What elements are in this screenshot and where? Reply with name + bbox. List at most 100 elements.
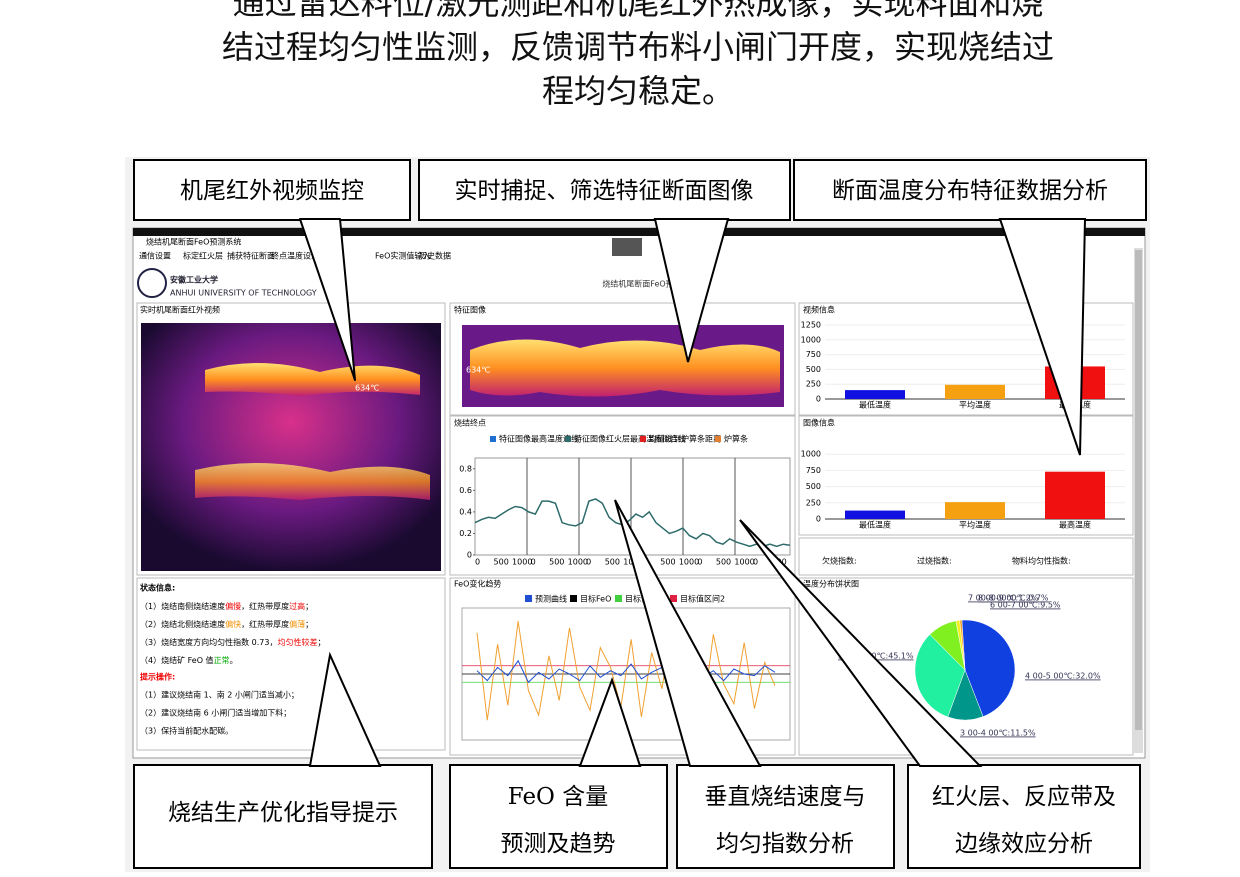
status-segment: 均匀性较差 (277, 637, 317, 647)
callout-pointer (578, 676, 642, 767)
temp-label: 634℃ (355, 384, 379, 393)
panel-title: 烧结终点 (454, 418, 486, 428)
panel-title: FeO变化趋势 (454, 579, 501, 589)
legend-swatch (640, 436, 646, 442)
x-tick-label: 最低温度 (859, 520, 891, 530)
bar (845, 510, 905, 519)
status-segment: 偏快 (225, 619, 241, 629)
x-tick-label: 0 (586, 558, 591, 567)
pie-slice (961, 619, 1016, 717)
pie-slice (914, 634, 966, 718)
callout-text: 烧结生产优化指导提示 (168, 800, 398, 826)
index-label: 过烧指数: (917, 556, 952, 566)
y-tick-label: 0 (467, 551, 472, 560)
status-segment: 。 (230, 656, 238, 665)
callout-box (449, 764, 668, 869)
x-tick-label: 0 (475, 558, 480, 567)
legend-label: 特征图像红火层最高温度拟合线 (574, 434, 686, 444)
pie-slice (959, 619, 966, 671)
status-line: （2）烧结北侧烧结速度偏快，红热带厚度偏薄； (140, 619, 313, 629)
flame (195, 462, 430, 500)
pie-label: 3 00-4 00℃:11.5% (960, 729, 1036, 738)
panel-title: 实时机尾断面红外视频 (140, 305, 220, 315)
y-tick-label: 500 (806, 365, 821, 374)
menu-item: 历史数据 (419, 251, 451, 261)
status-segment: 过高 (289, 601, 305, 611)
pie-label: 8 00-9 00℃:0.7% (978, 594, 1049, 603)
legend-swatch (715, 436, 721, 442)
dropdown[interactable] (612, 238, 642, 256)
status-segment: 偏薄 (289, 619, 305, 629)
callout-pointer (299, 218, 356, 381)
y-tick-label: 1000 (801, 335, 821, 344)
x-tick-label: 1000 (568, 558, 588, 567)
y-tick-label: 0.2 (459, 529, 472, 538)
infrared-video (141, 323, 441, 571)
y-tick-label: 750 (806, 466, 821, 475)
status-panel (136, 577, 446, 751)
panel-title: 视频信息 (803, 305, 835, 315)
pie-label: 7 00-8 00℃:1.2% (968, 594, 1039, 603)
x-tick-label: 最低温度 (859, 400, 891, 410)
callout-pointer (653, 218, 730, 363)
legend-label: 预测曲线 (535, 594, 567, 604)
y-tick-label: 250 (806, 380, 821, 389)
app-title: 烧结机尾断面FeO预测系统 (602, 279, 697, 289)
pie-label: 4 00-5 00℃:32.0% (1025, 672, 1101, 681)
window-title: 烧结机尾断面FeO预测系统 (146, 237, 241, 247)
legend-label: 均值线到炉箅条距离 (649, 434, 721, 444)
x-tick-label: 平均温度 (959, 400, 991, 410)
scroll-thumb[interactable] (1135, 250, 1142, 730)
legend-swatch (490, 436, 496, 442)
callout-text: 实时捕捉、筛选特征断面图像 (455, 178, 754, 204)
legend-label: 目标值区间2 (680, 594, 725, 604)
tip-line: （2）建议烧结南 6 小闸门适当增加下料； (140, 708, 291, 718)
callout-pointer (739, 519, 983, 767)
menu-item: FeO实测值输入 (375, 251, 430, 261)
status-segment: ，红热带厚度 (241, 619, 289, 629)
callout-text: 垂直烧结速度与 (705, 784, 866, 810)
bar (1045, 471, 1105, 519)
menu-item: 通信设置 (139, 251, 171, 261)
y-tick-label: 0.4 (459, 507, 472, 516)
tip-title: 提示操作: (140, 672, 175, 682)
callout-pointer (998, 218, 1087, 456)
callout-text: 边缘效应分析 (955, 831, 1093, 857)
legend-label: 目标FeO (580, 594, 611, 604)
status-segment: （4）烧结矿 FeO 值 (140, 655, 214, 665)
line-series (476, 659, 776, 684)
x-tick-label: 500 (494, 558, 509, 567)
x-tick-label: 500 (549, 558, 564, 567)
x-tick-label: 1000 (512, 558, 532, 567)
callout-text: 机尾红外视频监控 (180, 178, 364, 204)
status-title: 状态信息: (140, 583, 175, 593)
status-segment: ； (305, 602, 313, 611)
status-segment: 偏慢 (225, 601, 241, 611)
tip-line: （3）保持当前配水配碳。 (140, 726, 233, 736)
status-line: （1）烧结南侧烧结速度偏慢，红热带厚度过高； (140, 601, 313, 611)
endpoint-panel (449, 415, 796, 576)
callout-text: FeO 含量 (508, 784, 608, 810)
line-series (474, 498, 791, 548)
status-segment: （3）烧结宽度方向均匀性指数 0.73， (140, 637, 277, 647)
y-tick-label: 750 (806, 350, 821, 359)
x-tick-label: 1000 (734, 558, 754, 567)
callout-shapes (133, 159, 1147, 869)
menu-item: 捕获特征断面 (227, 251, 275, 261)
callout-box (676, 764, 895, 869)
callout-pointer (614, 499, 762, 767)
flame (205, 362, 420, 396)
callout-pointer (308, 651, 382, 767)
temp-label: 634℃ (466, 366, 490, 375)
status-segment: ； (317, 638, 325, 647)
legend-label: 特征图像最高温度连线 (499, 434, 579, 444)
tip-line: （1）建议烧结南 1、南 2 小闸门适当减小； (140, 690, 299, 700)
index-panel (798, 537, 1134, 576)
x-tick-label: 1000 (679, 558, 699, 567)
title-strip (133, 228, 1145, 236)
callout-text: 红火层、反应带及 (932, 784, 1116, 810)
legend-swatch (615, 595, 622, 602)
flame (470, 339, 780, 397)
y-tick-label: 500 (806, 482, 821, 491)
status-segment: ，红热带厚度 (241, 601, 289, 611)
